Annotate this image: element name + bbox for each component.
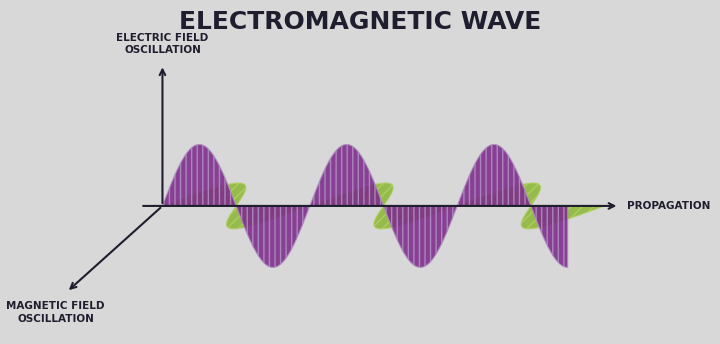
Polygon shape [310, 144, 384, 206]
Polygon shape [521, 206, 605, 229]
Polygon shape [163, 144, 236, 206]
Polygon shape [531, 206, 567, 267]
Text: ELECTRIC FIELD
OSCILLATION: ELECTRIC FIELD OSCILLATION [117, 33, 209, 55]
Polygon shape [236, 206, 310, 267]
Polygon shape [227, 206, 310, 229]
Text: PROPAGATION: PROPAGATION [626, 201, 710, 211]
Text: ELECTROMAGNETIC WAVE: ELECTROMAGNETIC WAVE [179, 10, 541, 34]
Text: MAGNETIC FIELD
OSCILLATION: MAGNETIC FIELD OSCILLATION [6, 301, 105, 324]
Polygon shape [374, 206, 457, 229]
Polygon shape [384, 206, 457, 267]
Polygon shape [163, 183, 246, 206]
Polygon shape [310, 183, 393, 206]
Polygon shape [457, 144, 531, 206]
Polygon shape [457, 183, 541, 206]
